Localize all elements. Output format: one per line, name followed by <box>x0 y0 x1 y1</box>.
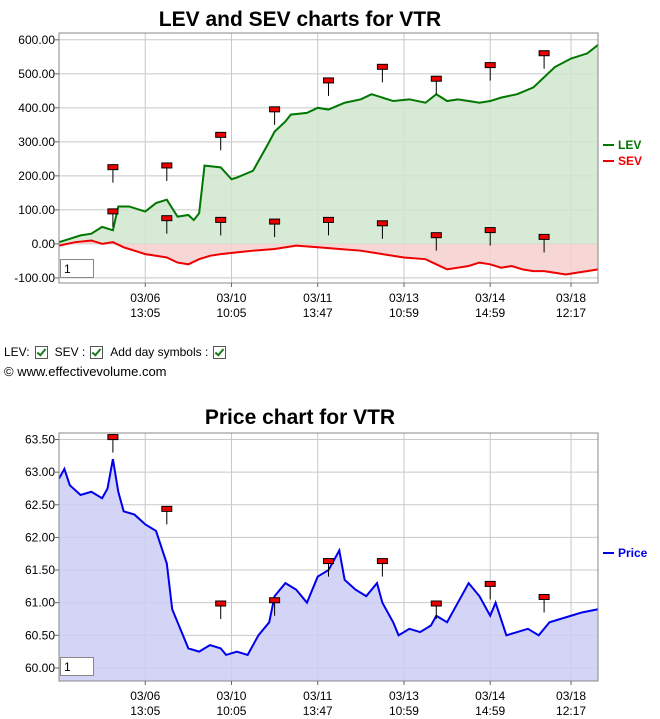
day-marker <box>484 227 496 246</box>
day-marker <box>430 75 442 95</box>
day-marker <box>538 593 550 613</box>
series-area-lev <box>59 44 598 244</box>
x-tick-time: 13:47 <box>303 306 333 320</box>
legend-label: Price <box>618 546 648 560</box>
x-tick-time: 12:17 <box>556 704 586 718</box>
y-tick-label: -100.00 <box>14 271 55 285</box>
day-marker <box>323 77 334 96</box>
x-tick-time: 14:59 <box>475 704 505 718</box>
day-marker <box>484 62 496 81</box>
x-tick-date: 03/10 <box>216 291 246 305</box>
plot-area <box>59 433 598 681</box>
legend-label: LEV <box>618 138 641 152</box>
x-tick-date: 03/06 <box>130 689 160 703</box>
day-marker <box>323 558 334 577</box>
x-tick-time: 10:05 <box>216 306 246 320</box>
day-marker <box>215 216 227 236</box>
zoom-input[interactable]: 1 <box>60 259 94 278</box>
day-marker <box>376 63 388 83</box>
y-tick-label: 400.00 <box>18 101 55 115</box>
day-marker <box>269 597 281 616</box>
day-marker <box>107 208 119 227</box>
day-marker <box>215 600 227 619</box>
x-tick-date: 03/11 <box>303 291 332 305</box>
x-tick-time: 13:05 <box>130 704 160 718</box>
day-symbols-label: Add day symbols : <box>110 345 209 359</box>
zoom-input[interactable]: 1 <box>60 657 94 676</box>
x-tick-date: 03/13 <box>389 291 419 305</box>
day-marker <box>430 232 442 251</box>
x-tick-date: 03/18 <box>556 291 586 305</box>
x-tick-time: 13:47 <box>303 704 333 718</box>
x-tick-time: 10:05 <box>216 704 246 718</box>
y-tick-label: 600.00 <box>18 33 55 47</box>
x-tick-date: 03/10 <box>216 689 246 703</box>
y-tick-label: 0.00 <box>32 237 56 251</box>
y-tick-label: 63.00 <box>25 465 55 479</box>
copyright-link[interactable]: © www.effectivevolume.com <box>4 364 167 379</box>
y-tick-label: 62.00 <box>25 530 55 544</box>
day-marker <box>161 162 173 181</box>
x-tick-time: 10:59 <box>389 704 419 718</box>
x-tick-time: 14:59 <box>475 306 505 320</box>
day-marker <box>161 215 173 234</box>
legend-label: SEV <box>618 154 642 168</box>
plot-frame <box>58 32 599 284</box>
x-tick-time: 12:17 <box>556 306 586 320</box>
day-marker <box>323 216 334 236</box>
x-tick-date: 03/13 <box>389 689 419 703</box>
x-tick-date: 03/18 <box>556 689 586 703</box>
day-marker <box>161 505 173 525</box>
y-tick-label: 61.50 <box>25 563 55 577</box>
sev-toggle-label: SEV : <box>54 345 86 359</box>
x-tick-time: 10:59 <box>389 306 419 320</box>
series-line-sev <box>58 239 599 276</box>
y-tick-label: 200.00 <box>18 169 55 183</box>
lev-toggle-label: LEV: <box>4 345 30 359</box>
day-marker <box>430 600 442 619</box>
day-marker <box>107 164 119 183</box>
lev-sev-chart: LEV and SEV charts for VTR 600.00 500.00 4… <box>14 8 642 320</box>
day-marker <box>107 434 119 453</box>
y-tick-label: 300.00 <box>18 135 55 149</box>
x-tick-date: 03/14 <box>475 291 505 305</box>
x-tick-date: 03/06 <box>130 291 160 305</box>
day-symbols-checkbox[interactable] <box>213 345 227 359</box>
day-marker <box>538 233 550 253</box>
day-marker <box>215 131 227 151</box>
day-marker <box>376 220 388 239</box>
lev-checkbox[interactable] <box>34 345 48 359</box>
x-tick-time: 13:05 <box>130 306 160 320</box>
x-tick-date: 03/11 <box>303 689 332 703</box>
chart-title: LEV and SEV charts for VTR <box>159 8 441 31</box>
series-toggles: LEV: SEV : Add day symbols : <box>4 345 230 359</box>
series-line-lev <box>58 44 599 244</box>
y-tick-label: 61.00 <box>25 596 55 610</box>
day-marker <box>269 106 281 125</box>
series-line-price <box>58 458 599 657</box>
chart-title: Price chart for VTR <box>205 406 395 429</box>
y-tick-label: 60.00 <box>25 661 55 675</box>
y-tick-label: 63.50 <box>25 433 55 447</box>
day-marker <box>376 558 388 577</box>
day-marker <box>484 580 496 600</box>
day-marker <box>538 50 550 69</box>
series-area-price <box>59 459 598 681</box>
sev-checkbox[interactable] <box>90 345 104 359</box>
y-tick-label: 500.00 <box>18 67 55 81</box>
x-tick-date: 03/14 <box>475 689 505 703</box>
y-tick-label: 62.50 <box>25 498 55 512</box>
day-marker <box>269 218 281 238</box>
y-tick-label: 100.00 <box>18 203 55 217</box>
y-tick-label: 60.50 <box>25 628 55 642</box>
plot-frame <box>58 432 599 682</box>
